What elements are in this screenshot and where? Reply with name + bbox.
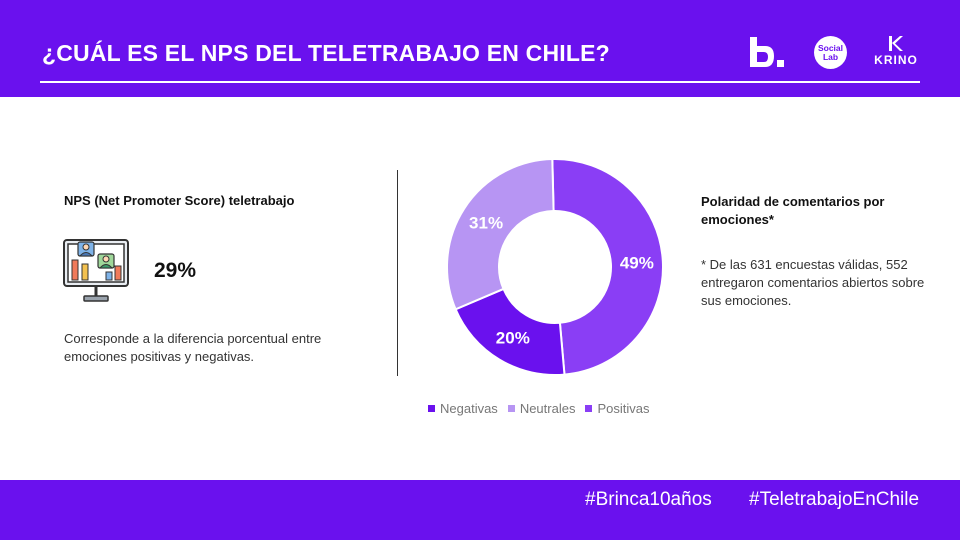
legend-label-neutrales: Neutrales bbox=[519, 401, 576, 416]
donut-slice-neutrales bbox=[446, 158, 555, 311]
section-divider bbox=[397, 170, 398, 376]
donut-slice-positivas bbox=[551, 158, 664, 376]
legend-swatch-positivas bbox=[585, 405, 593, 412]
video-call-monitor-icon bbox=[63, 239, 129, 302]
social-lab-line2: Lab bbox=[822, 51, 839, 62]
donut-label-neutrales: 31% bbox=[469, 214, 503, 233]
legend-label-positivas: Positivas bbox=[597, 401, 650, 416]
brinca-logo-icon bbox=[750, 37, 784, 67]
donut-label-positivas: 49% bbox=[620, 253, 654, 272]
krino-wordmark: KRINO bbox=[874, 53, 918, 67]
legend-item-positivas: Positivas bbox=[585, 401, 649, 416]
legend-item-negativas: Negativas bbox=[428, 401, 498, 416]
social-lab-logo: Social Lab bbox=[814, 36, 847, 69]
header-bar bbox=[0, 0, 960, 97]
krino-k-icon bbox=[889, 36, 903, 51]
nps-description: Corresponde a la diferencia porcentual e… bbox=[64, 331, 322, 364]
nps-value: 29% bbox=[154, 259, 197, 282]
title-underline bbox=[40, 81, 920, 83]
legend-label-negativas: Negativas bbox=[440, 401, 498, 416]
emotion-polarity-donut-chart: 49% 20% 31% bbox=[446, 158, 664, 376]
footer-bar bbox=[0, 480, 960, 540]
donut-label-negativas: 20% bbox=[496, 328, 530, 347]
social-lab-line1: Social bbox=[817, 42, 844, 53]
polaridad-heading: Polaridad de comentarios por emociones* bbox=[701, 194, 885, 227]
legend-item-neutrales: Neutrales bbox=[507, 401, 576, 416]
hashtag-brinca: #Brinca10años bbox=[585, 489, 712, 510]
krino-logo: KRINO bbox=[868, 36, 924, 70]
legend-swatch-negativas bbox=[428, 405, 435, 412]
legend-swatch-neutrales bbox=[507, 405, 515, 412]
chart-legend: Negativas Neutrales Positivas bbox=[428, 401, 649, 416]
survey-note: * De las 631 encuestas válidas, 552 entr… bbox=[701, 257, 925, 308]
page-title: ¿CUÁL ES EL NPS DEL TELETRABAJO EN CHILE… bbox=[42, 40, 610, 66]
hashtag-teletrabajo: #TeletrabajoEnChile bbox=[749, 489, 920, 510]
nps-heading: NPS (Net Promoter Score) teletrabajo bbox=[64, 193, 295, 208]
